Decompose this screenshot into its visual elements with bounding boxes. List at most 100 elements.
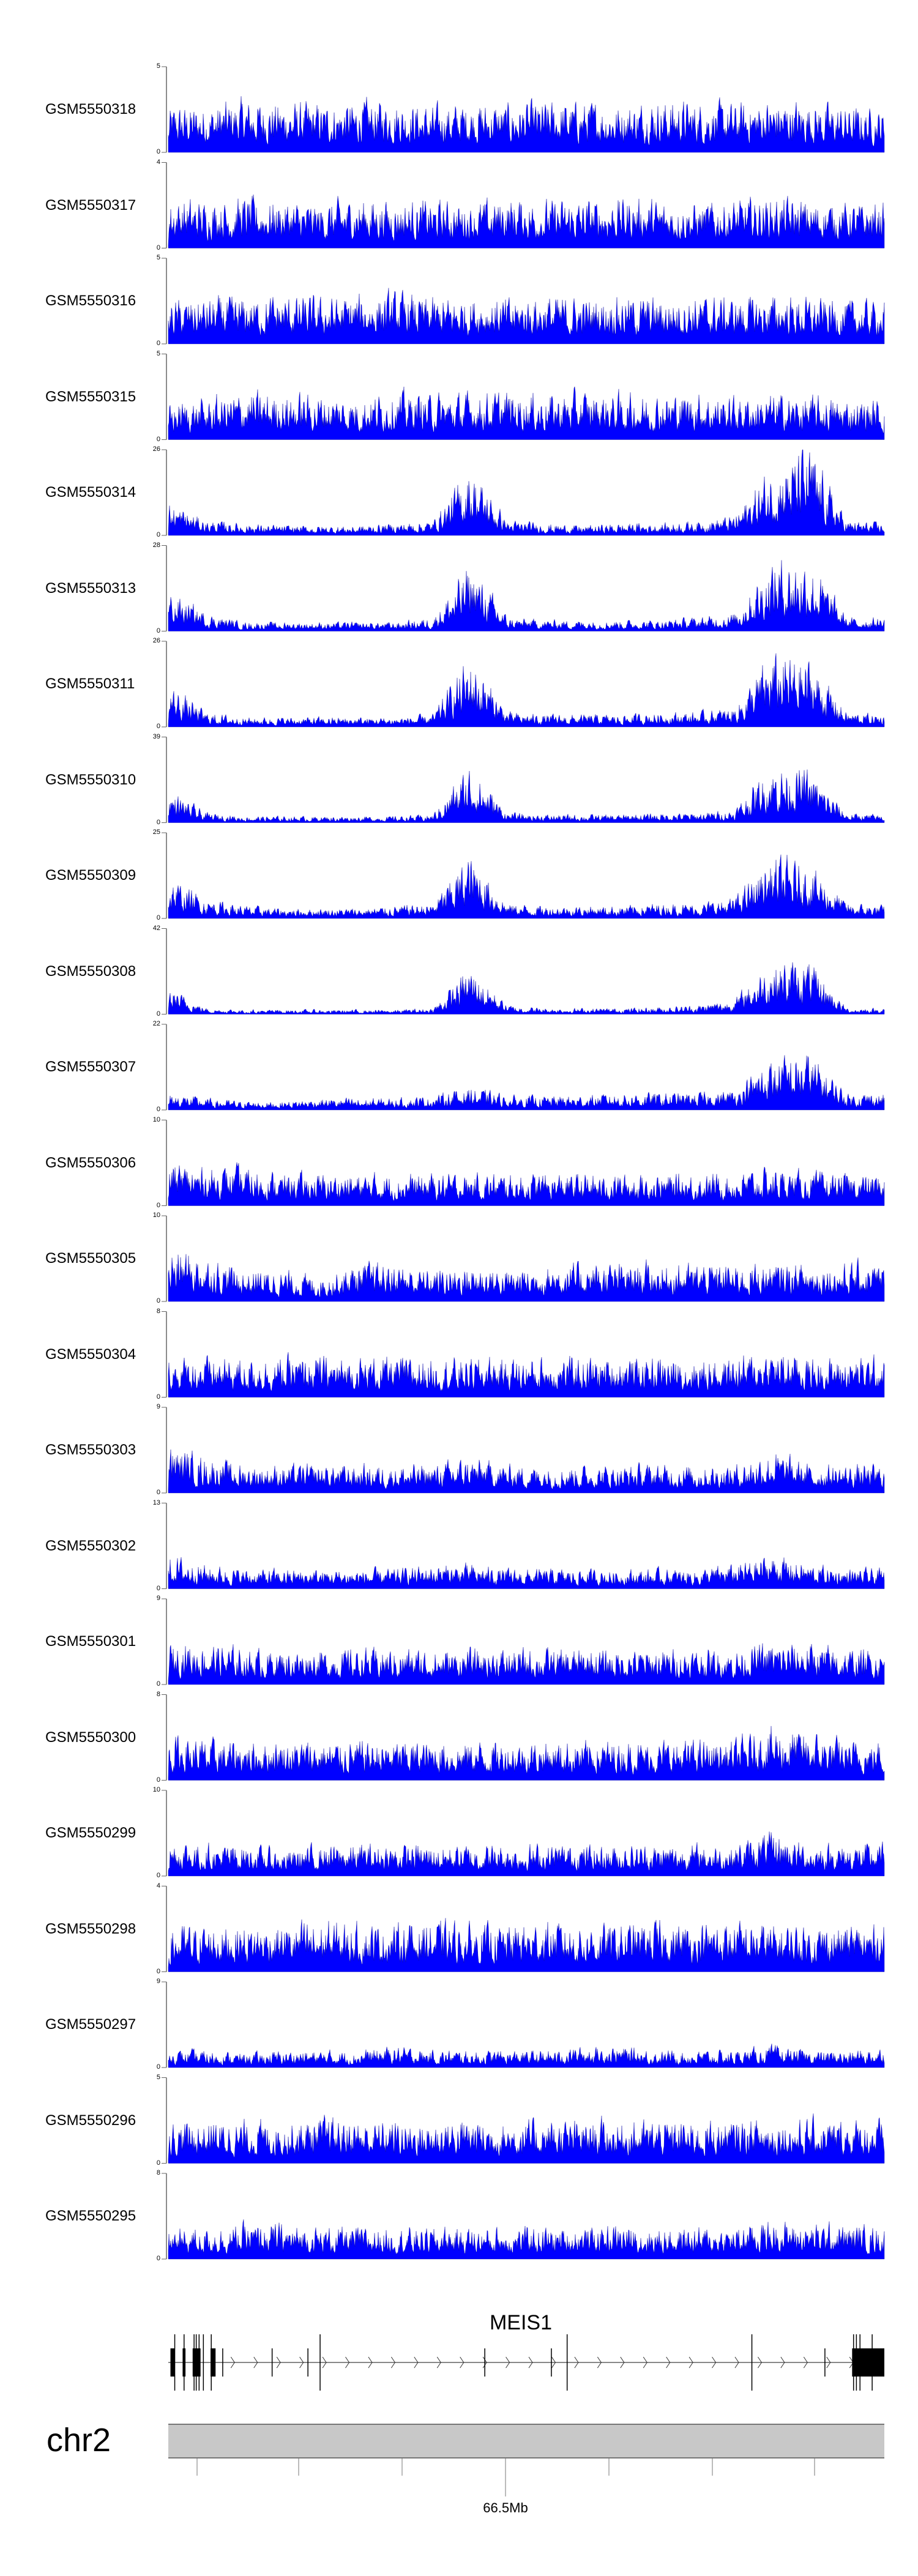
track-label: GSM5550318 xyxy=(45,101,136,117)
strand-arrow-icon xyxy=(826,2356,831,2369)
y-min-label: 0 xyxy=(156,723,160,730)
strand-arrow-icon xyxy=(482,2356,487,2369)
strand-arrow-icon xyxy=(276,2356,281,2369)
coverage-area-GSM5550301 xyxy=(168,1643,885,1685)
y-min-label: 0 xyxy=(156,1106,160,1113)
track-label: GSM5550314 xyxy=(45,484,136,501)
y-max-label: 26 xyxy=(152,445,160,453)
coverage-area-GSM5550314 xyxy=(168,449,885,536)
track-label: GSM5550296 xyxy=(45,2112,136,2129)
strand-arrow-icon xyxy=(506,2356,510,2369)
y-max-label: 13 xyxy=(152,1498,160,1506)
coverage-area-GSM5550308 xyxy=(168,962,885,1014)
exon-block xyxy=(852,2348,884,2377)
track-label: GSM5550300 xyxy=(45,1729,136,1746)
strand-arrow-icon xyxy=(414,2356,419,2369)
y-min-label: 0 xyxy=(156,2159,160,2167)
exon-block xyxy=(211,2348,216,2377)
strand-arrow-icon xyxy=(253,2356,258,2369)
strand-arrow-icon xyxy=(322,2356,327,2369)
track-label: GSM5550306 xyxy=(45,1154,136,1171)
y-min-label: 0 xyxy=(156,531,160,538)
strand-arrow-icon xyxy=(666,2356,671,2369)
y-max-label: 5 xyxy=(156,2073,160,2081)
y-max-label: 42 xyxy=(152,924,160,932)
track-label: GSM5550308 xyxy=(45,962,136,980)
strand-arrow-icon xyxy=(597,2356,602,2369)
coverage-area-GSM5550313 xyxy=(168,560,885,631)
y-max-label: 26 xyxy=(152,637,160,644)
chromosome-label: chr2 xyxy=(47,2422,111,2459)
y-max-label: 22 xyxy=(152,1020,160,1027)
track-label: GSM5550305 xyxy=(45,1250,136,1267)
coverage-area-GSM5550300 xyxy=(168,1725,885,1781)
coverage-area-GSM5550310 xyxy=(168,769,885,823)
track-label: GSM5550313 xyxy=(45,579,136,597)
y-min-label: 0 xyxy=(156,914,160,921)
y-max-label: 28 xyxy=(152,541,160,549)
strand-arrow-icon xyxy=(758,2356,763,2369)
coverage-area-GSM5550317 xyxy=(168,194,885,248)
y-min-label: 0 xyxy=(156,244,160,251)
track-label: GSM5550307 xyxy=(45,1059,136,1075)
y-max-label: 9 xyxy=(156,1978,160,1985)
y-min-label: 0 xyxy=(156,148,160,155)
strand-arrow-icon xyxy=(551,2356,556,2369)
y-max-label: 10 xyxy=(152,1115,160,1123)
y-max-label: 5 xyxy=(156,62,160,70)
strand-arrow-icon xyxy=(460,2356,465,2369)
strand-arrow-icon xyxy=(643,2356,647,2369)
y-min-label: 0 xyxy=(156,2063,160,2071)
track-label: GSM5550298 xyxy=(45,1920,136,1937)
track-label: GSM5550297 xyxy=(45,2016,136,2033)
y-min-label: 0 xyxy=(156,1393,160,1401)
strand-arrow-icon xyxy=(390,2356,395,2369)
strand-arrow-icon xyxy=(345,2356,350,2369)
track-label: GSM5550311 xyxy=(45,676,135,692)
y-min-label: 0 xyxy=(156,1872,160,1879)
strand-arrow-icon xyxy=(803,2356,808,2369)
coverage-area-GSM5550315 xyxy=(168,386,885,440)
y-max-label: 9 xyxy=(156,1595,160,1602)
track-label: GSM5550317 xyxy=(45,196,136,214)
exon-block xyxy=(170,2348,175,2377)
y-min-label: 0 xyxy=(156,2255,160,2262)
track-label: GSM5550304 xyxy=(45,1346,136,1363)
y-max-label: 4 xyxy=(156,1882,160,1889)
coverage-area-GSM5550302 xyxy=(168,1557,885,1589)
y-max-label: 8 xyxy=(156,1690,160,1698)
axis-tick-label: 66.5Mb xyxy=(483,2500,528,2515)
coverage-area-GSM5550296 xyxy=(168,2113,885,2164)
coverage-area-GSM5550305 xyxy=(168,1254,885,1302)
y-max-label: 39 xyxy=(152,732,160,740)
y-min-label: 0 xyxy=(156,1967,160,1975)
strand-arrow-icon xyxy=(620,2356,625,2369)
y-max-label: 5 xyxy=(156,349,160,357)
strand-arrow-icon xyxy=(299,2356,304,2369)
track-label: GSM5550310 xyxy=(45,771,136,788)
coverage-area-GSM5550295 xyxy=(168,2219,885,2260)
coverage-area-GSM5550307 xyxy=(168,1055,885,1111)
coverage-area-GSM5550303 xyxy=(168,1449,885,1494)
track-label: GSM5550303 xyxy=(45,1442,136,1458)
coverage-area-GSM5550306 xyxy=(168,1162,885,1206)
strand-arrow-icon xyxy=(734,2356,739,2369)
gene-label: MEIS1 xyxy=(489,2311,553,2334)
y-min-label: 0 xyxy=(156,1680,160,1688)
strand-arrow-icon xyxy=(436,2356,441,2369)
chromosome-ideogram xyxy=(168,2424,884,2458)
y-min-label: 0 xyxy=(156,1201,160,1209)
coverage-area-GSM5550316 xyxy=(168,288,885,344)
coverage-area-GSM5550318 xyxy=(168,96,885,153)
y-max-label: 8 xyxy=(156,1307,160,1315)
track-label: GSM5550299 xyxy=(45,1825,136,1841)
strand-arrow-icon xyxy=(574,2356,579,2369)
coverage-area-GSM5550299 xyxy=(168,1831,885,1877)
coverage-area-GSM5550309 xyxy=(168,854,885,919)
y-max-label: 9 xyxy=(156,1403,160,1410)
y-min-label: 0 xyxy=(156,1010,160,1018)
strand-arrow-icon xyxy=(780,2356,785,2369)
y-max-label: 10 xyxy=(152,1786,160,1793)
y-min-label: 0 xyxy=(156,627,160,635)
